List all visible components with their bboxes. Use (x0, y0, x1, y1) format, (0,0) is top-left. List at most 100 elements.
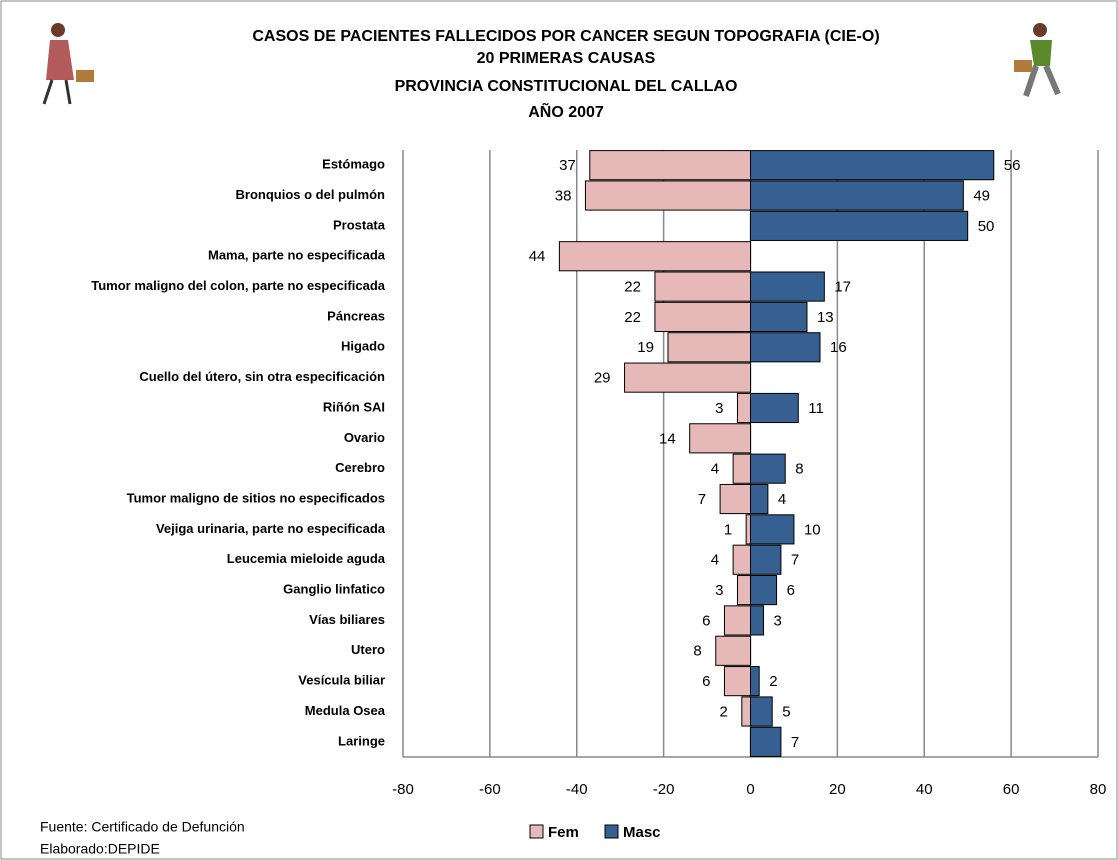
data-label: 50 (978, 218, 995, 235)
bar (750, 271, 825, 302)
data-label: 3 (774, 612, 782, 629)
data-label: 17 (834, 279, 851, 296)
bar (750, 696, 773, 727)
bar (589, 150, 751, 181)
x-tick-label: -40 (566, 781, 588, 798)
data-label: 37 (559, 157, 576, 174)
x-tick-label: 40 (916, 781, 933, 798)
chart-title: CASOS DE PACIENTES FALLECIDOS POR CANCER… (252, 28, 879, 45)
x-tick-label: 0 (746, 781, 754, 798)
x-tick-label: -60 (479, 781, 501, 798)
bar (654, 271, 751, 302)
bar (715, 635, 751, 666)
bar (750, 453, 786, 484)
data-label: 3 (715, 400, 723, 417)
y-tick-label: Vías biliares (309, 612, 385, 627)
bar (723, 605, 751, 636)
y-tick-label: Estómago (322, 157, 385, 172)
bar (750, 392, 799, 424)
bar (750, 575, 778, 606)
bar (745, 514, 751, 545)
data-label: 6 (787, 582, 795, 599)
bar (584, 180, 751, 211)
bar (624, 362, 751, 393)
bar (667, 332, 751, 363)
data-label: 7 (698, 491, 706, 508)
y-tick-label: Medula Osea (305, 703, 386, 718)
source-note: Fuente: Certificado de Defunción (40, 819, 245, 835)
credit-note: Elaborado:DEPIDE (40, 841, 160, 857)
y-tick-label: Higado (341, 339, 385, 354)
bar (750, 301, 808, 332)
data-label: 29 (594, 370, 611, 387)
y-tick-label: Vejiga urinaria, parte no especificada (156, 521, 386, 536)
y-tick-label: Tumor maligno de sitios no especificados (127, 490, 385, 505)
data-label: 1 (724, 521, 732, 538)
y-tick-label: Bronquios o del pulmón (236, 187, 386, 202)
bar (654, 301, 751, 332)
y-tick-label: Utero (351, 642, 385, 657)
legend-swatch (529, 824, 544, 839)
legend-swatch (604, 824, 619, 839)
chart-title: AÑO 2007 (528, 101, 604, 121)
data-label: 22 (624, 309, 641, 326)
x-tick-label: 60 (1003, 781, 1020, 798)
bar (736, 575, 751, 606)
man-icon (1014, 23, 1061, 97)
data-label: 4 (711, 461, 719, 478)
bar (732, 453, 751, 484)
data-label: 6 (702, 612, 710, 629)
x-tick-label: -20 (653, 781, 675, 798)
data-label: 6 (702, 673, 710, 690)
data-label: 22 (624, 279, 641, 296)
bar (732, 544, 751, 575)
data-label: 10 (804, 521, 821, 538)
y-tick-label: Prostata (333, 217, 386, 232)
bar (750, 605, 765, 636)
y-tick-label: Vesícula biliar (298, 673, 385, 688)
x-tick-label: -80 (392, 781, 414, 798)
bar (750, 544, 782, 575)
data-label: 7 (791, 552, 799, 569)
bar (750, 666, 760, 697)
bar (750, 514, 795, 545)
bar (750, 483, 769, 515)
data-label: 14 (659, 430, 676, 447)
bar (750, 210, 969, 241)
bar (719, 483, 751, 515)
data-label: 19 (637, 339, 654, 356)
y-tick-label: Leucemia mieloide aguda (227, 551, 386, 566)
y-tick-label: Páncreas (327, 308, 385, 323)
y-tick-label: Laringe (338, 733, 385, 748)
y-tick-label: Cerebro (335, 460, 385, 475)
y-tick-label: Riñón SAI (323, 399, 385, 414)
data-label: 2 (769, 673, 777, 690)
data-label: 2 (719, 703, 727, 720)
y-tick-label: Mama, parte no especificada (208, 248, 386, 263)
legend-label: Fem (548, 824, 579, 841)
data-label: 38 (555, 187, 572, 204)
data-label: 49 (973, 187, 990, 204)
data-label: 13 (817, 309, 834, 326)
data-label: 16 (830, 339, 847, 356)
bar (723, 666, 751, 697)
data-label: 4 (778, 491, 786, 508)
data-label: 44 (529, 248, 546, 265)
bar (750, 726, 782, 757)
chart-title: PROVINCIA CONSTITUCIONAL DEL CALLAO (395, 78, 738, 95)
chart-title: 20 PRIMERAS CAUSAS (477, 50, 656, 67)
bar (750, 332, 821, 363)
y-tick-label: Ganglio linfatico (283, 582, 385, 597)
x-tick-label: 80 (1090, 781, 1107, 798)
data-label: 8 (693, 643, 701, 660)
data-label: 3 (715, 582, 723, 599)
data-label: 5 (782, 703, 790, 720)
bar (558, 241, 751, 272)
x-tick-label: 20 (829, 781, 846, 798)
bar (736, 392, 751, 424)
bar (689, 423, 751, 454)
data-label: 56 (1004, 157, 1021, 174)
legend-label: Masc (623, 824, 661, 841)
